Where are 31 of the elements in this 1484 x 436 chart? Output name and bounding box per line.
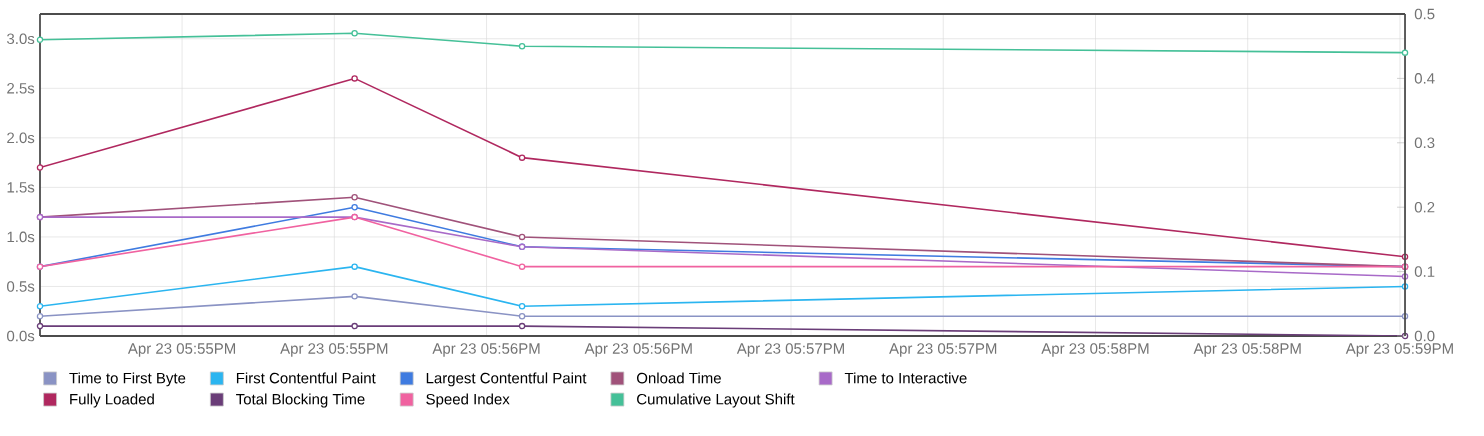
x-tick-label: Apr 23 05:57PM (736, 343, 844, 357)
y2-tick-label: 0.5 (1414, 8, 1435, 20)
x-tick-label: Apr 23 05:59PM (1345, 343, 1453, 357)
x-tick-label: Apr 23 05:55PM (280, 343, 388, 357)
legend-label: Onload Time (636, 372, 721, 384)
x-tick-label: Apr 23 05:55PM (127, 343, 236, 357)
y2-tick-label: 0.4 (1414, 73, 1435, 84)
x-tick-label: Apr 23 05:58PM (1193, 343, 1301, 357)
legend-label: Cumulative Layout Shift (637, 393, 795, 408)
y-tick-label: 0.0s (7, 330, 35, 342)
x-tick-label: Apr 23 05:56PM (584, 343, 692, 357)
x-tick-label: Apr 23 05:57PM (889, 343, 997, 357)
y-tick-label: 2.5s (7, 83, 35, 94)
legend-label: Largest Contentful Paint (426, 372, 587, 387)
y-tick-label: 1.5s (7, 182, 35, 193)
legend-label: Speed Index (426, 393, 510, 408)
y-tick-label: 2.0s (7, 132, 35, 144)
legend-label: First Contentful Paint (236, 372, 376, 384)
x-tick-label: Apr 23 05:58PM (1041, 343, 1149, 357)
y2-tick-label: 0.3 (1414, 137, 1435, 149)
y2-tick-label: 0.0 (1414, 330, 1435, 342)
legend-label: Time to First Byte (69, 372, 186, 387)
legend-label: Time to Interactive (844, 372, 967, 384)
y-tick-label: 1.0s (7, 231, 35, 243)
x-tick-label: Apr 23 05:56PM (432, 343, 540, 357)
y2-tick-label: 0.2 (1414, 201, 1435, 213)
y-tick-label: 0.5s (7, 281, 35, 292)
y2-tick-label: 0.1 (1414, 266, 1435, 277)
y-tick-label: 3.0s (7, 33, 35, 45)
legend-label: Total Blocking Time (236, 393, 365, 408)
legend-label: Fully Loaded (70, 393, 154, 408)
